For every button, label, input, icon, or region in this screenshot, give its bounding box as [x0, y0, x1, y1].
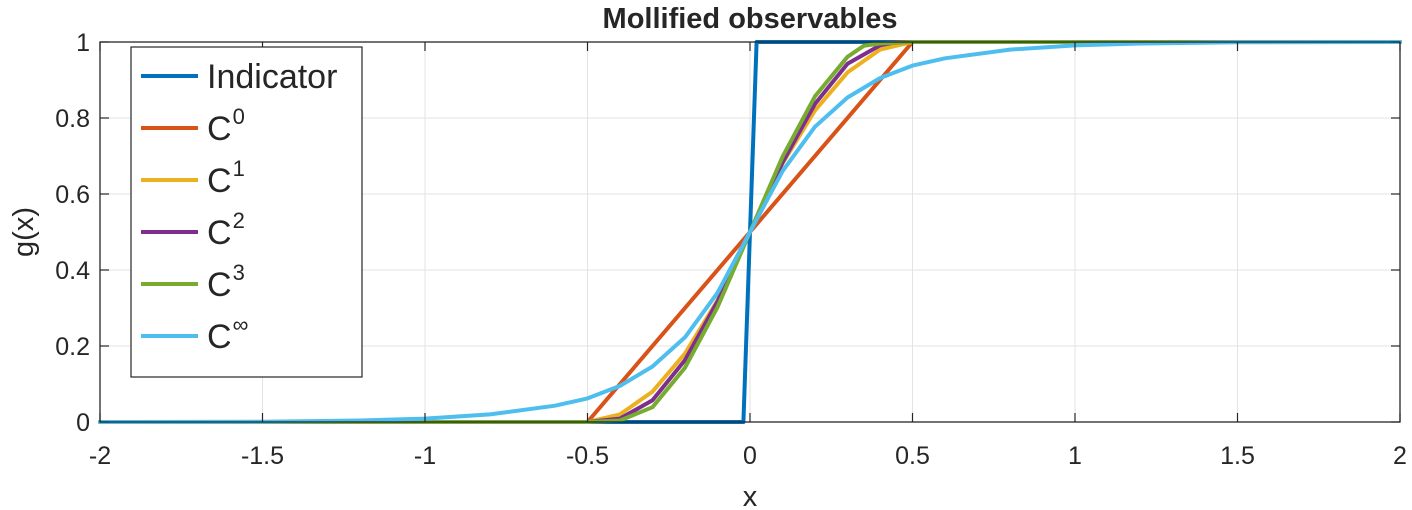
legend-label: Indicator	[207, 58, 337, 96]
x-tick-label: 1.5	[1220, 442, 1255, 470]
x-tick-label: -1.5	[241, 442, 284, 470]
legend-superscript: ∞	[233, 312, 249, 337]
x-tick-label: -2	[89, 442, 111, 470]
x-tick-label: 1	[1068, 442, 1082, 470]
x-tick-label: -1	[414, 442, 436, 470]
x-tick-label: 2	[1393, 442, 1407, 470]
ticks: -2 -1.5 -1 -0.5 0 0.5 1 1.5 2 0 0.2 0.4 0.6 0.8 1	[55, 29, 1407, 470]
legend-box	[130, 46, 363, 378]
x-tick-label: -0.5	[566, 442, 609, 470]
y-tick-label: 1	[76, 29, 90, 57]
series-line-5	[98, 40, 1402, 424]
chart-title: Mollified observables	[603, 3, 898, 35]
series-line-4	[98, 40, 1402, 424]
x-tick-label: 0	[743, 442, 757, 470]
y-tick-label: 0.6	[55, 181, 90, 209]
legend-superscript: 2	[233, 208, 245, 233]
legend-superscript: 3	[233, 260, 245, 285]
y-tick-label: 0.2	[55, 333, 90, 361]
y-tick-label: 0.8	[55, 105, 90, 133]
legend-item: Indicator	[141, 58, 337, 96]
legend-superscript: 1	[233, 156, 245, 181]
y-tick-label: 0	[76, 409, 90, 437]
legend-superscript: 0	[233, 104, 245, 129]
x-tick-label: 0.5	[895, 442, 930, 470]
x-axis-label: x	[743, 481, 758, 510]
y-tick-label: 0.4	[55, 257, 90, 285]
y-axis-label: g(x)	[8, 207, 40, 257]
